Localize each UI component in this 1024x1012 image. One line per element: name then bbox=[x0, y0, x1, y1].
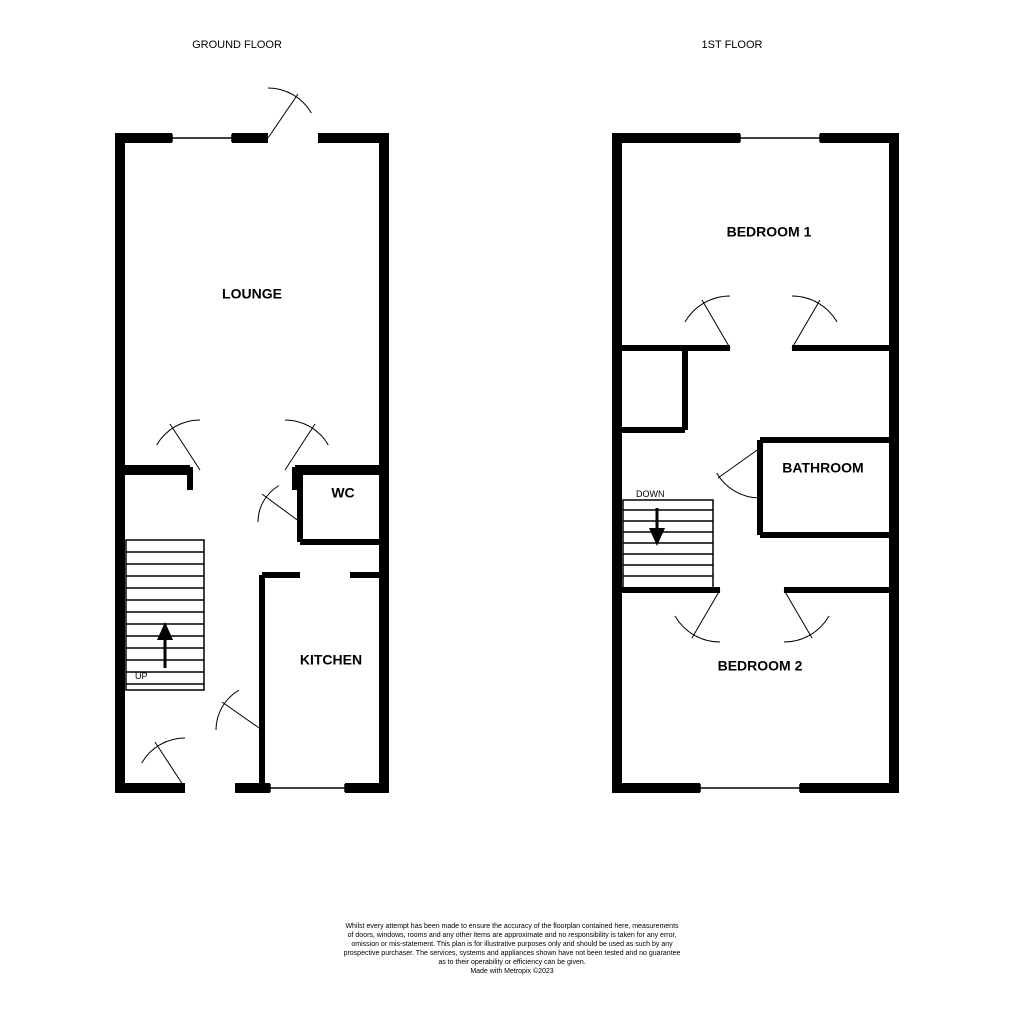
disclaimer-line: prospective purchaser. The services, sys… bbox=[344, 950, 681, 957]
bedroom1-label: BEDROOM 1 bbox=[727, 224, 812, 240]
disclaimer-line: as to their operability or efficiency ca… bbox=[438, 959, 585, 966]
kitchen-label: KITCHEN bbox=[300, 652, 362, 668]
disclaimer-line: Made with Metropix ©2023 bbox=[470, 967, 553, 975]
stairs-up-label: UP bbox=[135, 671, 148, 681]
bedroom2-label: BEDROOM 2 bbox=[718, 658, 803, 674]
lounge-label: LOUNGE bbox=[222, 286, 282, 302]
disclaimer-line: of doors, windows, rooms and any other i… bbox=[348, 932, 677, 939]
stairs-down-label: DOWN bbox=[636, 489, 665, 499]
disclaimer-line: Whilst every attempt has been made to en… bbox=[345, 923, 679, 930]
first-floor-title: 1ST FLOOR bbox=[702, 39, 763, 51]
bathroom-label: BATHROOM bbox=[782, 460, 863, 476]
disclaimer-line: omission or mis-statement. This plan is … bbox=[351, 941, 673, 948]
ground-floor-title: GROUND FLOOR bbox=[192, 39, 282, 51]
wc-label: WC bbox=[331, 485, 354, 501]
